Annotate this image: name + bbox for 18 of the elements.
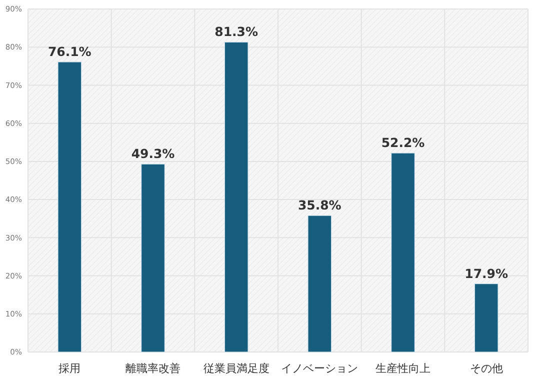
bar (141, 164, 165, 352)
data-label: 52.2% (381, 135, 426, 150)
x-tick-label: 離職率改善 (126, 362, 180, 375)
data-label: 81.3% (214, 24, 258, 40)
x-tick-label: その他 (470, 362, 503, 375)
bar (58, 62, 82, 352)
data-label: 49.3% (131, 146, 176, 162)
bar (391, 152, 415, 352)
x-tick-label: 採用 (58, 362, 81, 375)
bar (474, 283, 498, 352)
bar (308, 215, 332, 352)
data-label: 35.8% (298, 198, 342, 213)
data-label: 17.9% (464, 266, 508, 281)
data-label: 76.1% (48, 44, 92, 59)
x-tick-label: 従業員満足度 (203, 362, 270, 375)
x-tick-label: 生産性向上 (376, 362, 430, 375)
x-tick-label: イノベーション (281, 362, 358, 375)
bar (224, 42, 248, 352)
